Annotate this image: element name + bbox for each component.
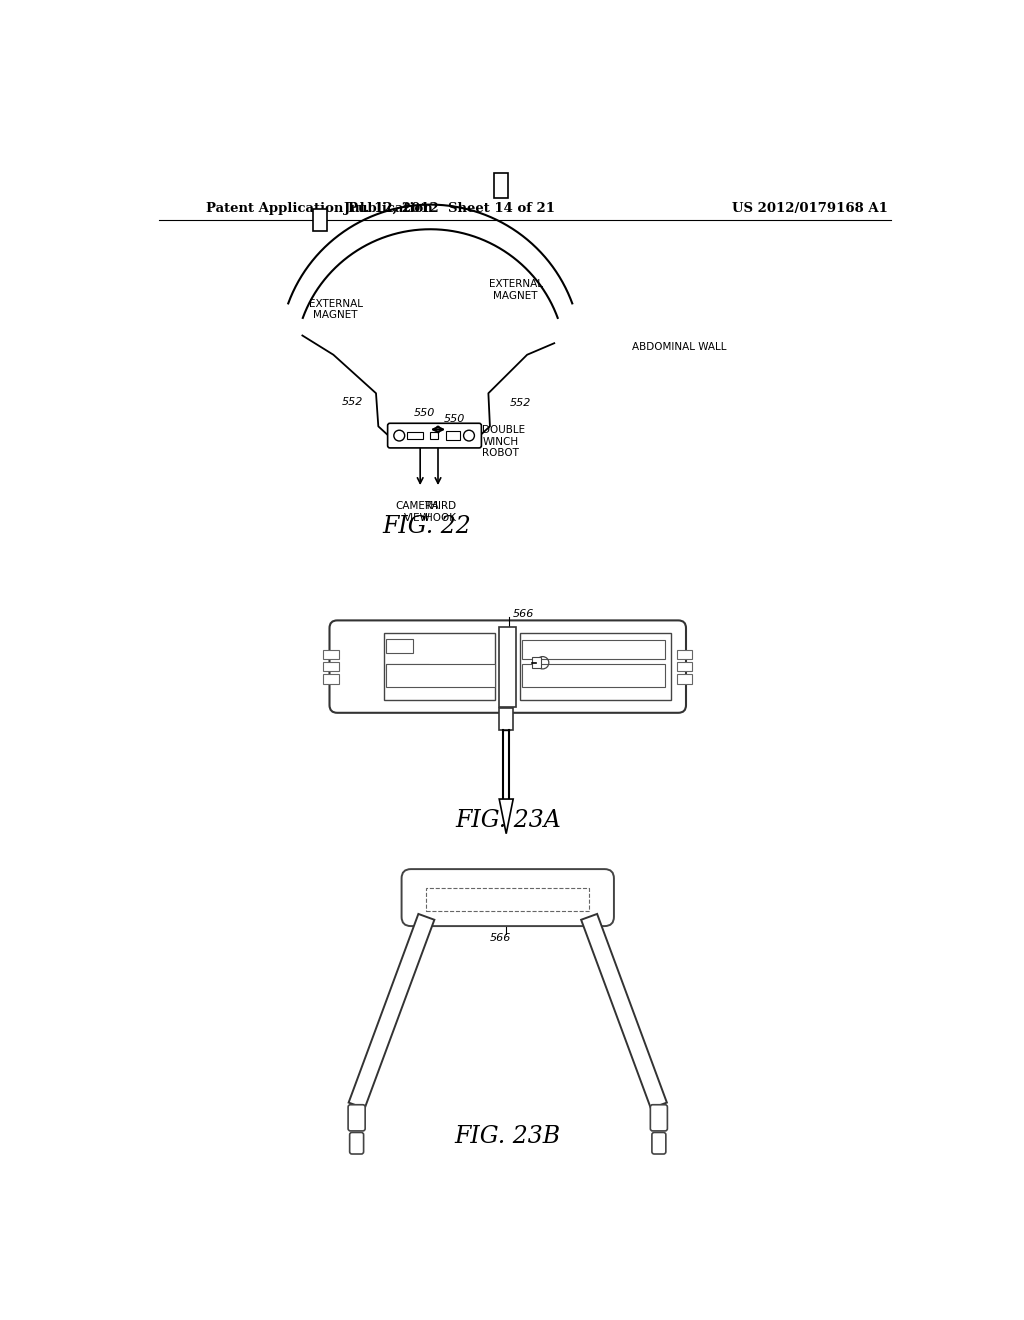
Text: DOUBLE
WINCH
ROBOT: DOUBLE WINCH ROBOT [482, 425, 525, 458]
Bar [386, 639, 414, 653]
Text: 550: 550 [443, 413, 465, 424]
Text: 552: 552 [510, 399, 531, 408]
Text: 550: 550 [414, 408, 435, 417]
Bar [312, 210, 327, 231]
FancyBboxPatch shape [388, 424, 481, 447]
Text: Jul. 12, 2012  Sheet 14 of 21: Jul. 12, 2012 Sheet 14 of 21 [344, 202, 555, 215]
Text: FIG. 23A: FIG. 23A [455, 809, 560, 832]
Bar [445, 430, 460, 441]
FancyBboxPatch shape [652, 1133, 666, 1154]
FancyBboxPatch shape [401, 869, 614, 927]
Polygon shape [500, 799, 513, 834]
Bar [677, 675, 692, 684]
Bar [520, 634, 671, 700]
Text: FIG. 23B: FIG. 23B [455, 1125, 561, 1148]
Bar [426, 887, 589, 911]
Text: CAMERA
VIEW: CAMERA VIEW [395, 502, 439, 523]
FancyBboxPatch shape [349, 1133, 364, 1154]
FancyBboxPatch shape [650, 1105, 668, 1131]
FancyBboxPatch shape [330, 620, 686, 713]
Bar [677, 649, 692, 659]
FancyBboxPatch shape [348, 1105, 366, 1131]
Text: 566: 566 [512, 610, 534, 619]
Bar [500, 708, 513, 730]
Text: THIRD
HOOK: THIRD HOOK [424, 502, 457, 523]
Bar [407, 432, 423, 440]
Text: 566: 566 [489, 933, 511, 944]
Text: US 2012/0179168 A1: US 2012/0179168 A1 [732, 202, 889, 215]
Text: FIG. 22: FIG. 22 [382, 515, 471, 539]
Text: 552: 552 [342, 397, 364, 407]
Bar [386, 664, 495, 686]
Bar [324, 649, 339, 659]
Polygon shape [348, 913, 434, 1109]
Bar [324, 663, 339, 671]
Bar [495, 173, 508, 198]
Text: ABDOMINAL WALL: ABDOMINAL WALL [632, 342, 726, 352]
Polygon shape [582, 913, 667, 1109]
Bar [430, 432, 438, 440]
Bar [386, 664, 429, 669]
Text: EXTERNAL
MAGNET: EXTERNAL MAGNET [488, 280, 543, 301]
Bar [522, 664, 665, 686]
Bar [522, 640, 665, 659]
Bar [384, 634, 496, 700]
Bar [677, 663, 692, 671]
Bar [324, 675, 339, 684]
Text: EXTERNAL
MAGNET: EXTERNAL MAGNET [308, 298, 362, 321]
Text: Patent Application Publication: Patent Application Publication [206, 202, 432, 215]
Bar [531, 657, 541, 668]
Bar [500, 627, 516, 706]
